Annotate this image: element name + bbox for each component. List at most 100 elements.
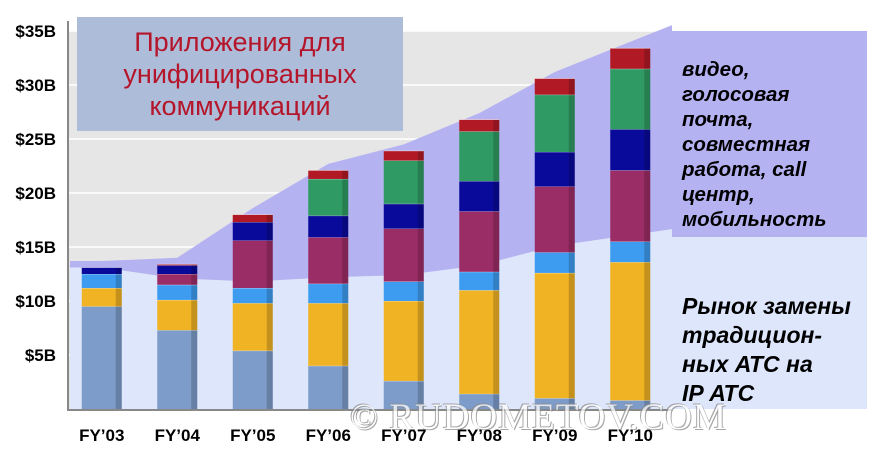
watermark: © RUDOMETOV.COM <box>350 397 727 438</box>
bar-segment <box>157 265 198 274</box>
bar-segment-shade <box>417 380 424 409</box>
bar-segment-shade <box>191 299 198 331</box>
bar-segment-shade <box>493 211 500 272</box>
bar-segment <box>232 240 273 289</box>
bar-segment <box>308 178 349 216</box>
bar-segment <box>383 203 424 229</box>
x-tick-label: FY’08 <box>457 426 502 445</box>
bar-segment-shade <box>493 119 500 132</box>
bar-segment <box>383 301 424 381</box>
bar-segment <box>383 228 424 282</box>
bar-segment-shade <box>266 303 273 351</box>
bar-segment-shade <box>417 150 424 161</box>
bar-segment <box>81 306 122 409</box>
bar-segment-shade <box>191 264 198 266</box>
bar-segment <box>534 398 575 409</box>
x-tick-label: FY’03 <box>79 426 124 445</box>
bar-segment-shade <box>266 240 273 289</box>
bar-segment-shade <box>568 398 575 409</box>
bar-segment-shade <box>644 241 651 263</box>
bar-segment <box>610 262 651 401</box>
bar-segment <box>610 48 651 69</box>
bar-segment-shade <box>115 274 122 289</box>
bar-segment-shade <box>568 186 575 253</box>
bar-segment <box>81 274 122 289</box>
bar-segment-shade <box>115 306 122 409</box>
x-tick-label: FY’10 <box>608 426 653 445</box>
bar-segment-shade <box>266 350 273 409</box>
bar-segment <box>459 211 500 272</box>
bar-segment <box>534 78 575 95</box>
y-tick-label: $10B <box>15 292 56 311</box>
bar-segment-shade <box>266 288 273 304</box>
bar-segment <box>459 393 500 409</box>
bar-segment <box>232 222 273 241</box>
bar-segment <box>534 186 575 253</box>
bar-segment <box>232 214 273 223</box>
bar-segment-shade <box>644 48 651 69</box>
bar-segment <box>157 274 198 285</box>
bar-segment <box>610 400 651 409</box>
bar-segment-shade <box>493 131 500 182</box>
bar-segment-shade <box>342 303 349 366</box>
bar-segment <box>610 68 651 130</box>
bar-segment <box>308 215 349 238</box>
x-tick-label: FY’07 <box>381 426 426 445</box>
x-tick-label: FY’06 <box>306 426 351 445</box>
bar-segment-shade <box>266 222 273 241</box>
bar-segment <box>308 283 349 304</box>
bar-segment <box>157 330 198 409</box>
x-tick-label: FY’09 <box>532 426 577 445</box>
bar-segment-shade <box>493 290 500 394</box>
bar-segment <box>459 271 500 291</box>
bar-segment-shade <box>417 281 424 301</box>
bar-segment <box>157 284 198 300</box>
bar-segment-shade <box>191 330 198 409</box>
bar-segment <box>308 170 349 179</box>
chart-title: Приложения для унифицированных коммуника… <box>123 27 357 121</box>
bar-segment-shade <box>644 170 651 242</box>
bar-segment <box>308 365 349 409</box>
bar-segment-shade <box>493 181 500 212</box>
bar-segment <box>232 303 273 351</box>
x-tick-label: FY’05 <box>230 426 275 445</box>
y-tick-label: $15B <box>15 238 56 257</box>
bar-segment-shade <box>417 160 424 204</box>
bar-segment <box>610 129 651 171</box>
bar-segment-shade <box>644 262 651 401</box>
bar-segment-shade <box>191 284 198 300</box>
bar-segment <box>232 350 273 409</box>
bar-segment-shade <box>493 271 500 291</box>
y-tick-label: $30B <box>15 76 56 95</box>
y-tick-label: $25B <box>15 130 56 149</box>
bar-segment-shade <box>115 267 122 274</box>
bar-segment <box>459 119 500 132</box>
bar-segment <box>308 237 349 284</box>
bar-segment-shade <box>191 265 198 274</box>
bar-segment-shade <box>568 151 575 187</box>
y-tick-label: $20B <box>15 184 56 203</box>
bar-segment-shade <box>493 393 500 409</box>
uc-applications-band <box>70 25 672 282</box>
bar-segment <box>459 181 500 212</box>
bar-segment-shade <box>417 228 424 282</box>
bar-segment-shade <box>342 215 349 238</box>
x-tick-label: FY’04 <box>155 426 201 445</box>
bar-segment <box>534 94 575 152</box>
bar-segment <box>308 303 349 366</box>
pbx-replacement-label: Рынок замены традицион- ных АТС на IP АТ… <box>682 293 851 406</box>
bar-segment-shade <box>342 283 349 304</box>
bar-segment-shade <box>342 170 349 179</box>
bar-segment-shade <box>266 214 273 223</box>
bar-segment-shade <box>568 272 575 399</box>
bar-segment <box>232 288 273 304</box>
bar-segment <box>383 150 424 161</box>
uc-applications-label: видео, голосовая почта, совместная работ… <box>682 58 827 231</box>
bar-segment-shade <box>644 400 651 409</box>
pbx-replacement-label-panel: Рынок замены традицион- ных АТС на IP АТ… <box>672 237 867 409</box>
bar-segment <box>610 241 651 263</box>
bar-segment-shade <box>417 301 424 381</box>
bar-segment <box>459 131 500 182</box>
bar-segment <box>534 272 575 399</box>
